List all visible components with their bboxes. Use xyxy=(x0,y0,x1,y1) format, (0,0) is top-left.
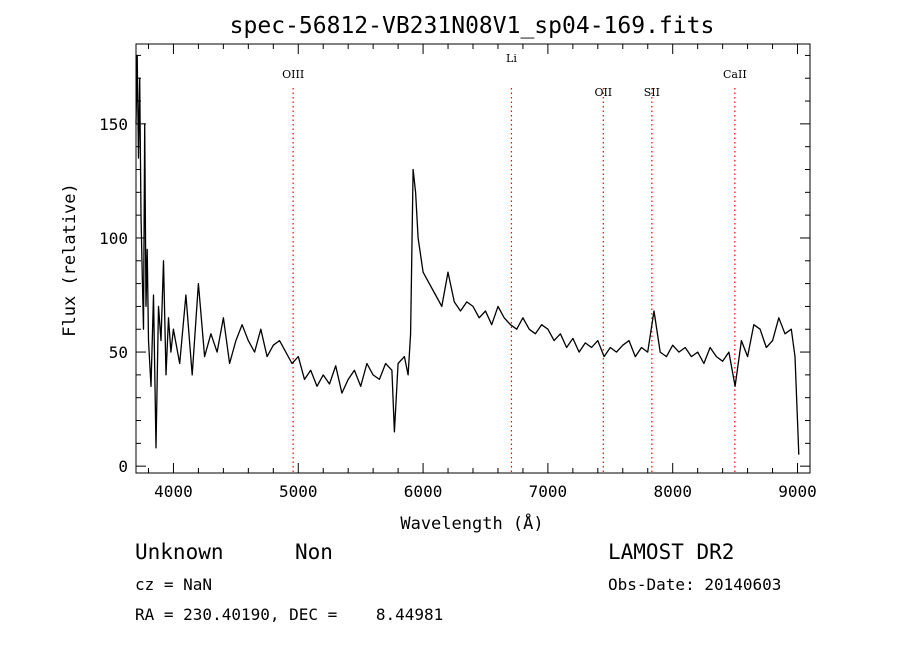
spectral-line-markers: OIII Li OII SII CaII xyxy=(282,52,747,473)
observation-date: Obs-Date: 20140603 xyxy=(608,575,782,594)
chart-title: spec-56812-VB231N08V1_sp04-169.fits xyxy=(230,13,715,39)
axes: 4000 5000 6000 7000 8000 9000 0 50 100 150 xyxy=(99,43,817,501)
series-layer xyxy=(135,54,800,455)
plot-frame xyxy=(135,43,811,474)
marker-label-oii: OII xyxy=(594,86,612,99)
x-tick-label: 4000 xyxy=(154,482,193,501)
survey-name: LAMOST DR2 xyxy=(608,540,735,564)
x-axis-label: Wavelength (Å) xyxy=(400,512,543,534)
x-tick-label: 9000 xyxy=(778,482,817,501)
y-tick-label: 100 xyxy=(99,229,128,248)
y-tick-label: 0 xyxy=(118,457,128,476)
marker-label-sii: SII xyxy=(644,86,660,99)
redshift-cz: cz = NaN xyxy=(135,575,213,594)
object-subclass: Non xyxy=(295,540,333,564)
spectrum-line-0 xyxy=(135,54,800,455)
x-tick-label: 8000 xyxy=(653,482,692,501)
object-class: Unknown xyxy=(135,540,224,564)
marker-label-oiii: OIII xyxy=(282,68,304,81)
y-tick-label: 150 xyxy=(99,115,128,134)
ra-dec: RA = 230.40190, DEC = 8.44981 xyxy=(135,605,444,624)
x-tick-label: 7000 xyxy=(529,482,568,501)
x-tick-label: 6000 xyxy=(404,482,443,501)
marker-label-li: Li xyxy=(506,52,517,65)
x-tick-label: 5000 xyxy=(279,482,318,501)
y-tick-label: 50 xyxy=(109,343,128,362)
marker-label-caii: CaII xyxy=(723,68,747,81)
y-axis-label: Flux (relative) xyxy=(60,183,80,337)
